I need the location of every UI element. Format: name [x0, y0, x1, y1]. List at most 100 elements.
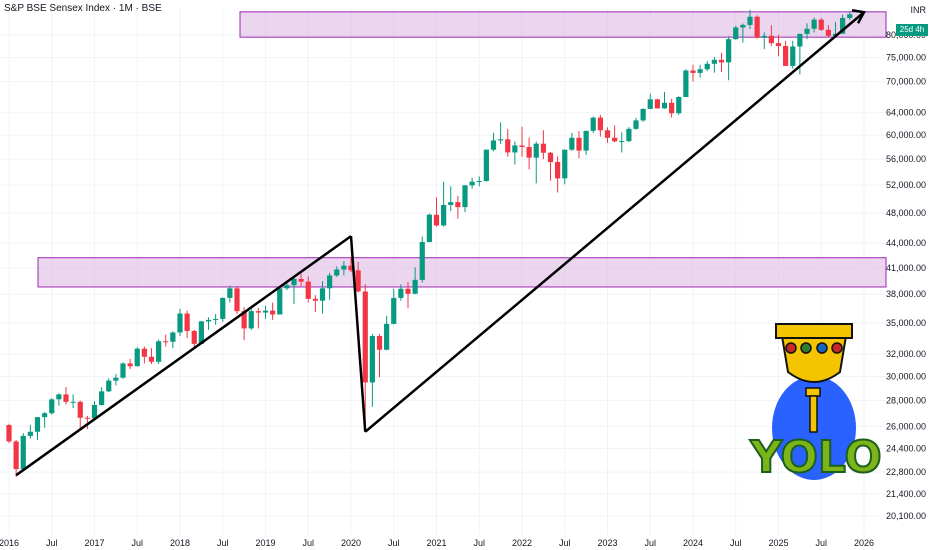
candle — [768, 25, 774, 46]
candle-body — [647, 99, 653, 109]
candle-body — [740, 24, 746, 28]
time-tick-label: Jul — [217, 538, 229, 548]
price-tick-label: 44,000.00 — [886, 238, 926, 248]
candle-body — [825, 29, 831, 36]
candle — [405, 282, 411, 309]
candle-body — [640, 108, 646, 121]
price-tick-label: 70,000.00 — [886, 76, 926, 86]
candle — [569, 132, 575, 151]
candle-body — [676, 97, 682, 114]
candle-body — [555, 162, 561, 179]
price-tick-label: 75,000.00 — [886, 52, 926, 62]
candle-body — [319, 288, 326, 301]
candle — [141, 346, 147, 364]
candle-body — [312, 298, 318, 301]
time-tick-label: Jul — [131, 538, 143, 548]
candle-body — [270, 310, 276, 315]
candle — [99, 387, 105, 406]
candle — [412, 267, 418, 295]
candle-body — [6, 425, 12, 442]
candle — [227, 285, 233, 303]
candle — [277, 287, 283, 315]
candle — [448, 186, 454, 212]
candle-body — [148, 356, 155, 362]
candle-body — [526, 146, 532, 158]
candle — [711, 57, 717, 73]
candle-body — [483, 149, 489, 182]
candle-body — [177, 313, 183, 333]
candle-body — [248, 311, 254, 329]
candle-body — [519, 145, 525, 147]
candle-body — [576, 137, 582, 151]
candle-body — [626, 128, 632, 142]
candle — [127, 359, 133, 370]
yolo-logo-text: YOLO — [749, 432, 882, 483]
candle-body — [291, 278, 297, 286]
candle-body — [362, 291, 368, 383]
candle-body — [348, 265, 354, 271]
price-tick-label: 48,000.00 — [886, 208, 926, 218]
price-tick-label: 28,000.00 — [886, 396, 926, 406]
candle — [612, 125, 618, 143]
time-axis[interactable]: 2016 Jul 2017 Jul 2018 Jul 2019 Jul 2020 Jul 2021 J… — [0, 538, 874, 548]
candle-body — [569, 137, 575, 150]
candle-body — [412, 279, 418, 294]
candle — [647, 93, 653, 109]
candle-body — [697, 69, 703, 73]
candle-body — [597, 117, 603, 131]
time-tick-label: Jul — [644, 538, 656, 548]
candle — [234, 286, 240, 315]
price-axis[interactable]: 20,100.00 21,400.00 22,800.00 24,400.00 26,0… — [886, 30, 926, 521]
candle — [818, 18, 824, 31]
price-tick-label: 38,000.00 — [886, 289, 926, 299]
candle — [163, 334, 169, 347]
time-tick-label: 2018 — [170, 538, 190, 548]
candle — [590, 116, 596, 133]
time-tick-label: Jul — [730, 538, 742, 548]
candle — [248, 309, 254, 330]
price-tick-label: 60,000.00 — [886, 130, 926, 140]
candle-body — [704, 63, 710, 70]
time-tick-label: 2025 — [768, 538, 788, 548]
candles[interactable] — [6, 9, 853, 477]
candle-body — [718, 59, 725, 63]
candle — [540, 130, 546, 160]
candle-body — [262, 310, 269, 313]
candle-body — [120, 363, 126, 378]
time-tick-label: Jul — [815, 538, 827, 548]
candle — [462, 185, 468, 213]
chart-title: S&P BSE Sensex Index · 1M · BSE — [4, 3, 162, 14]
time-tick-label: 2021 — [426, 538, 446, 548]
candle — [754, 15, 760, 39]
candle — [63, 387, 69, 405]
candle — [426, 213, 432, 243]
candle-body — [106, 380, 112, 392]
candle — [113, 374, 119, 386]
candle-body — [42, 413, 48, 418]
candle — [184, 310, 190, 339]
candle-body — [127, 363, 133, 367]
candle — [704, 60, 710, 71]
candle-body — [20, 435, 26, 470]
candle-body — [661, 102, 668, 109]
candle — [398, 284, 404, 301]
time-tick-label: 2019 — [255, 538, 275, 548]
candle — [198, 320, 204, 344]
candle-body — [398, 288, 404, 298]
candle — [441, 181, 447, 227]
candle — [312, 295, 318, 313]
candle — [106, 378, 112, 392]
candle — [490, 132, 497, 152]
price-tick-label: 22,800.00 — [886, 467, 926, 477]
candle-body — [77, 401, 83, 418]
resistance-zone — [239, 11, 887, 38]
time-tick-label: 2016 — [0, 538, 19, 548]
candle — [476, 176, 482, 187]
candle-body — [433, 214, 440, 226]
candle-body — [227, 288, 233, 298]
candle — [697, 64, 703, 78]
trendlines[interactable] — [15, 9, 866, 477]
candle-body — [747, 16, 753, 25]
candle-body — [327, 275, 333, 289]
